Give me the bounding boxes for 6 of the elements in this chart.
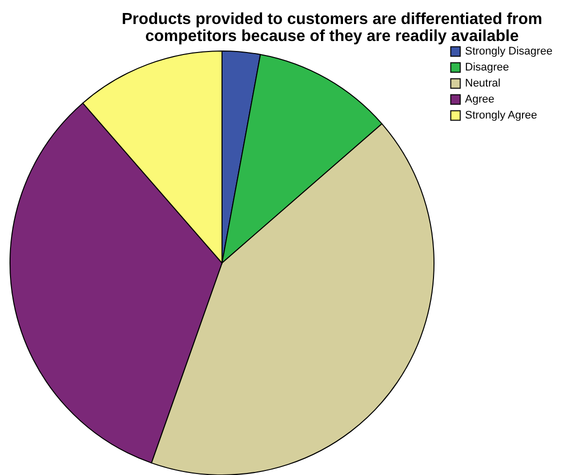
legend-label: Strongly Agree (465, 110, 538, 122)
legend-label: Strongly Disagree (465, 46, 552, 58)
legend-label: Disagree (465, 62, 510, 74)
legend-label: Neutral (465, 78, 500, 90)
chart-title: Products provided to customers are differentiated from competitors because of they are readily available (122, 11, 542, 45)
legend-label: Agree (465, 94, 494, 106)
